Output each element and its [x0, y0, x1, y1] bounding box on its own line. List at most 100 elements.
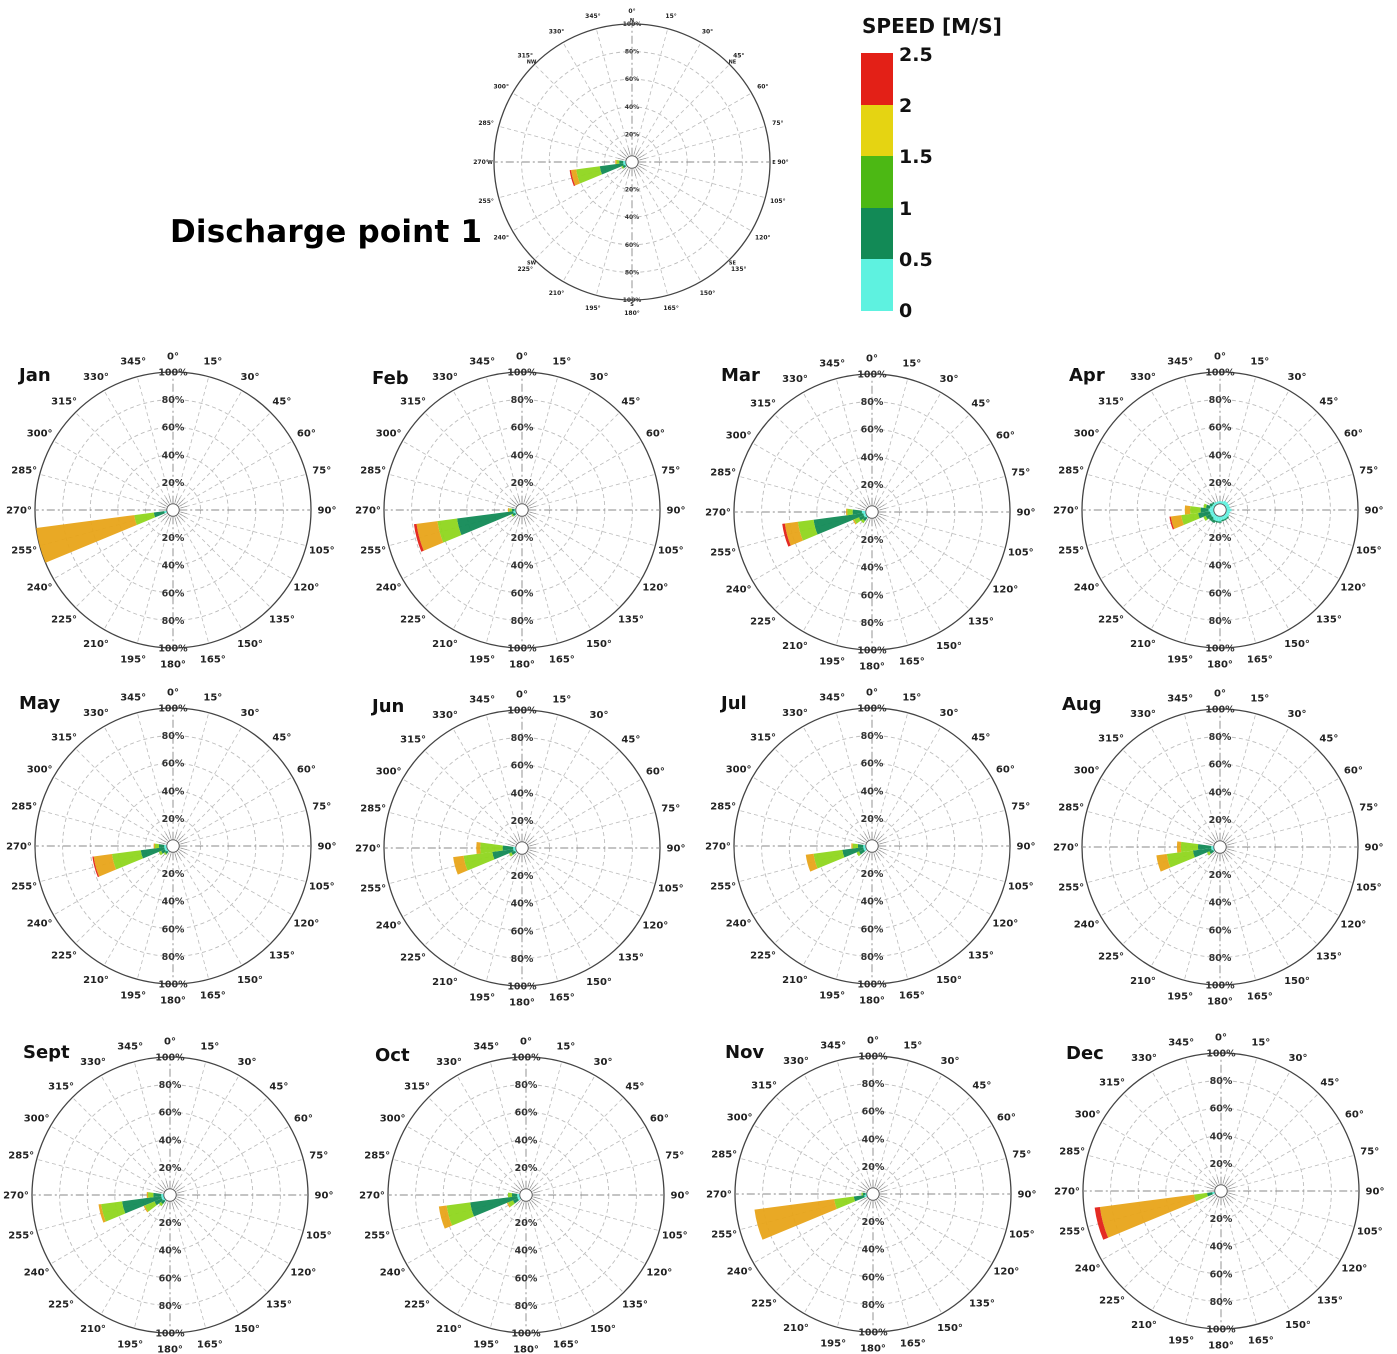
grid-spoke [874, 1199, 910, 1328]
sector-240-bin-1 [512, 1198, 519, 1204]
direction-label: 60° [1344, 766, 1363, 777]
grid-spoke [634, 167, 702, 282]
centre-tick [513, 1187, 520, 1192]
centre-tick [1210, 1180, 1216, 1186]
direction-label: 75° [1359, 803, 1378, 814]
direction-label: 180° [160, 996, 186, 1007]
direction-label: 75° [665, 1151, 684, 1162]
grid-spoke [489, 1200, 525, 1329]
grid-spoke [530, 1097, 624, 1191]
radial-label-south: 100% [511, 1329, 541, 1340]
centre-tick [1212, 853, 1217, 860]
grid-spoke [1184, 1057, 1220, 1186]
direction-label: 120° [1341, 1264, 1367, 1275]
centre-tick [175, 1184, 181, 1190]
direction-label: 330° [80, 1057, 106, 1068]
grid-spoke [1225, 848, 1354, 884]
centre-tick [880, 1195, 887, 1199]
sector-255-bin-2 [1166, 850, 1195, 868]
direction-label: 60° [650, 1114, 669, 1125]
radial-label-north: 100% [155, 1053, 185, 1064]
grid-spoke [1226, 1193, 1341, 1261]
grid-spoke [775, 1096, 869, 1190]
centre-tick [633, 169, 637, 176]
centre-tick [527, 1202, 531, 1209]
sector-255-bin-2 [463, 851, 495, 871]
centre-tick [517, 517, 521, 524]
grid-spoke [72, 1097, 166, 1191]
centre-tick [876, 1200, 881, 1207]
radial-label-north: 80% [862, 1079, 885, 1090]
sector-225-bin-1 [1208, 516, 1214, 522]
sector-270-bin-2 [616, 159, 620, 165]
direction-label: 60° [646, 767, 665, 778]
direction-label: 255° [8, 1230, 34, 1241]
direction-label: 225° [750, 616, 776, 627]
grid-spoke [878, 1157, 1007, 1193]
centre-tick [861, 835, 867, 841]
centre-tick [511, 853, 517, 859]
grid-spoke [836, 1199, 872, 1328]
centre-tick [174, 853, 178, 860]
sector-105-bin-0 [1225, 510, 1231, 514]
centre-tick [168, 517, 172, 524]
grid-spoke [876, 516, 970, 610]
radial-label-south: 60% [861, 924, 884, 935]
grid-spoke [424, 750, 518, 844]
centre-tick [868, 1180, 872, 1187]
centre-tick [637, 167, 643, 173]
sector-240-bin-0 [515, 850, 518, 853]
grid-spoke [1100, 849, 1215, 917]
direction-label: 15° [903, 1041, 922, 1052]
direction-label: 60° [996, 765, 1015, 776]
sector-165-bin-0 [1220, 515, 1224, 521]
grid-spoke [1222, 727, 1290, 842]
centre-tick [518, 1201, 523, 1208]
centre-tick [879, 841, 886, 845]
centre-tick [529, 505, 536, 509]
direction-label: 330° [1131, 1053, 1157, 1064]
direction-label: 135° [266, 1299, 292, 1310]
direction-label: 135° [731, 266, 747, 273]
centre-tick [1227, 1183, 1234, 1188]
sector-270-bin-2 [1190, 506, 1201, 514]
direction-label: 195° [469, 992, 495, 1003]
direction-label: 240° [1074, 920, 1100, 931]
grid-spoke [452, 390, 520, 505]
sector-75-bin-0 [1225, 506, 1231, 510]
sector-240-bin-2 [158, 850, 163, 856]
legend-swatch-1.5 [861, 156, 893, 208]
direction-label: 255° [11, 545, 37, 556]
centre-tick [633, 148, 637, 155]
direction-label: 255° [1058, 545, 1084, 556]
centre-tick [1213, 1197, 1218, 1204]
grid-spoke [452, 515, 520, 630]
grid-spoke [633, 28, 669, 157]
direction-label: 225° [1098, 614, 1124, 625]
sector-255-bin-1 [492, 849, 514, 860]
direction-label: 285° [11, 802, 37, 813]
direction-label: 30° [1288, 709, 1307, 720]
direction-label: 150° [237, 975, 263, 986]
direction-label: 135° [969, 1298, 995, 1309]
direction-label: 0° [516, 690, 528, 701]
direction-label: 15° [902, 359, 921, 370]
grid-spoke [562, 167, 630, 282]
radial-label-south: 20% [511, 533, 534, 544]
grid-spoke [136, 851, 172, 980]
radial-label-south: 60% [1209, 588, 1232, 599]
radial-label-north: 80% [1209, 395, 1232, 406]
grid-spoke [523, 853, 559, 982]
grid-spoke [175, 1158, 304, 1194]
grid-spoke [402, 512, 517, 580]
grid-spoke [402, 440, 517, 508]
sector-285-bin-2 [1203, 503, 1207, 509]
sector-270-bin-3 [507, 508, 510, 512]
sector-270-bin-3 [1176, 841, 1182, 853]
centre-tick [619, 154, 626, 159]
centre-tick [178, 499, 184, 505]
sector-255-bin-2 [834, 1196, 856, 1209]
centre-hole [166, 503, 180, 517]
grid-spoke [524, 853, 592, 968]
sector-120-bin-0 [1224, 512, 1230, 517]
